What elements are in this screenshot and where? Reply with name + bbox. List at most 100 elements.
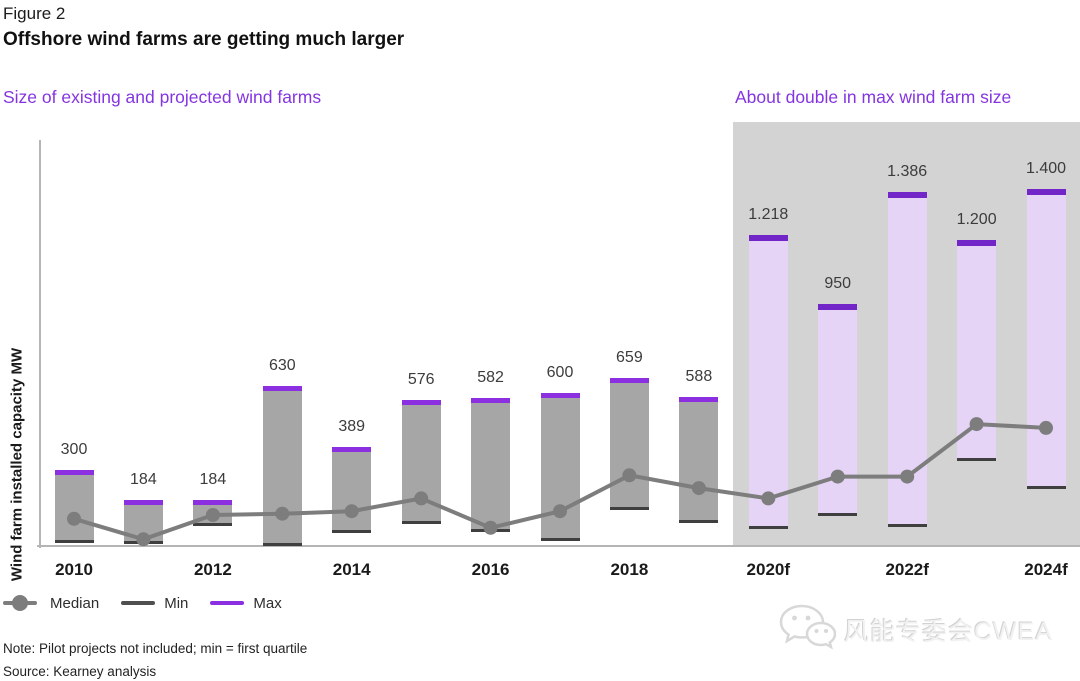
watermark: 风能专委会CWEA <box>778 603 1053 656</box>
bar-2015 <box>401 399 441 524</box>
chart-note: Note: Pilot projects not included; min =… <box>3 641 308 656</box>
chart-legend: Median Min Max <box>3 592 304 614</box>
legend-label-max: Max <box>253 594 282 612</box>
bar-2010 <box>54 470 94 544</box>
figure-title: Offshore wind farms are getting much lar… <box>3 29 405 50</box>
bar-fill <box>887 198 927 524</box>
min-line <box>1026 486 1066 490</box>
bar-value-label: 576 <box>407 370 435 388</box>
bar-2018 <box>609 378 649 510</box>
chart-source: Source: Kearney analysis <box>3 664 157 679</box>
min-line <box>887 523 927 527</box>
min-line <box>193 523 233 527</box>
legend-item-min: Min <box>121 595 188 612</box>
x-tick-2022f: 2022f <box>885 560 929 579</box>
bar-2021f <box>818 303 858 517</box>
min-line <box>540 537 580 541</box>
watermark-text: 风能专委会CWEA <box>844 617 1054 646</box>
bar-chart: Wind farm installed capacity MW 300 184 18… <box>0 120 1080 581</box>
bar-fill <box>332 452 372 530</box>
min-line <box>262 542 302 546</box>
chart-subtitle-right: About double in max wind farm size <box>735 87 1012 107</box>
min-line <box>123 540 163 544</box>
bar-2017 <box>540 393 580 541</box>
bar-2024f <box>1026 188 1066 490</box>
bar-2023f <box>957 239 997 462</box>
min-line <box>957 458 997 462</box>
figure-number: Figure 2 <box>3 4 66 23</box>
bar-value-label: 659 <box>616 349 643 367</box>
bar-value-label: 600 <box>546 364 574 382</box>
bar-fill <box>1026 194 1066 487</box>
bar-value-label: 630 <box>268 356 296 374</box>
max-cap <box>540 393 580 399</box>
x-tick-2020f: 2020f <box>746 560 791 579</box>
legend-label-min: Min <box>164 594 189 612</box>
y-axis-line <box>39 140 41 548</box>
bar-value-label: 588 <box>685 367 713 385</box>
max-cap <box>957 239 997 246</box>
min-line <box>332 529 372 533</box>
x-tick-2024f: 2024f <box>1024 560 1068 579</box>
min-line <box>54 540 94 544</box>
wechat-icon <box>778 603 837 656</box>
bar-value-label: 950 <box>824 274 852 292</box>
bar-fill <box>679 401 719 520</box>
median-line-icon <box>3 595 37 611</box>
bar-fill <box>193 504 233 524</box>
bar-value-label: 1.400 <box>1025 159 1067 177</box>
x-axis-line <box>37 545 1080 547</box>
bar-fill <box>748 241 788 527</box>
bar-fill <box>540 398 580 538</box>
bar-value-label: 184 <box>199 470 227 488</box>
max-cap <box>471 398 511 403</box>
max-line-icon <box>210 601 245 605</box>
bar-fill <box>123 504 163 541</box>
chart-subtitle-left: Size of existing and projected wind farm… <box>3 87 322 107</box>
max-cap <box>679 396 719 402</box>
bar-value-label: 1.218 <box>748 206 789 224</box>
min-line <box>609 506 649 510</box>
max-cap <box>818 303 858 310</box>
bar-2020f <box>748 235 788 530</box>
max-cap <box>262 385 302 391</box>
bar-2013 <box>262 385 302 546</box>
min-line <box>401 520 441 524</box>
bar-fill <box>401 404 441 521</box>
x-tick-2010: 2010 <box>55 560 93 579</box>
min-line <box>818 513 858 517</box>
max-cap <box>887 192 927 199</box>
x-tick-2014: 2014 <box>332 560 371 579</box>
legend-item-median: Median <box>3 595 99 612</box>
bar-2022f <box>887 192 927 527</box>
max-cap <box>609 378 649 384</box>
bar-fill <box>262 390 302 543</box>
bar-value-label: 1.386 <box>887 163 928 181</box>
bar-value-label: 1.200 <box>956 210 997 228</box>
x-tick-2012: 2012 <box>193 560 232 579</box>
bar-value-label: 582 <box>477 369 504 386</box>
x-tick-2016: 2016 <box>471 560 510 579</box>
bar-fill <box>957 245 997 459</box>
max-cap <box>748 235 788 242</box>
legend-item-max: Max <box>210 594 282 612</box>
bar-fill <box>54 475 94 541</box>
max-cap <box>401 399 441 405</box>
legend-label-median: Median <box>50 594 100 612</box>
bar-fill <box>818 309 858 514</box>
bar-2011 <box>123 499 163 544</box>
bar-2016 <box>471 398 511 532</box>
min-line <box>748 526 788 530</box>
x-tick-2018: 2018 <box>610 560 649 579</box>
bar-2019 <box>679 396 719 523</box>
bar-fill <box>609 383 649 507</box>
bar-2012 <box>193 499 233 527</box>
min-line <box>679 519 719 523</box>
min-line <box>471 528 511 532</box>
bar-value-label: 389 <box>338 418 366 436</box>
min-line-icon <box>121 601 156 605</box>
bar-fill <box>471 403 511 529</box>
bar-value-label: 300 <box>60 441 88 459</box>
bar-2014 <box>332 447 372 533</box>
